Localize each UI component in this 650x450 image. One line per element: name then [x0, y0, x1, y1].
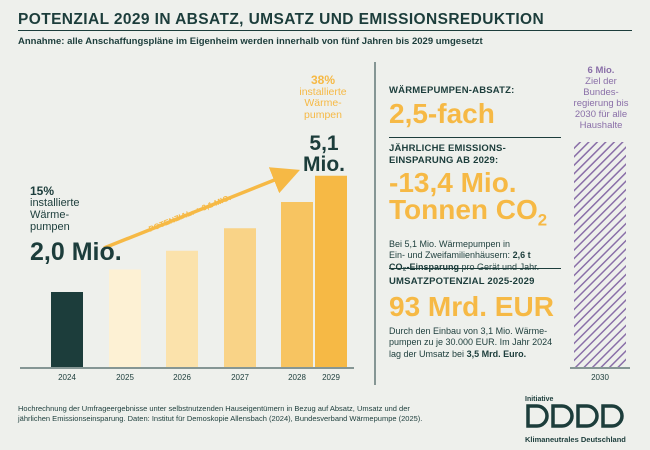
bar-2029 [315, 175, 347, 367]
x-tick-label: 2030 [591, 373, 609, 382]
umsatz-body-1: Durch den Einbau von 3,1 Mio. Wärme- [389, 325, 548, 336]
footnote-line-2: jährlichen Emissionseinsparung. Daten: I… [18, 413, 423, 423]
emission-value-sub: 2 [537, 210, 548, 230]
logo-mark-icon [526, 404, 624, 428]
page-title: POTENZIAL 2029 IN ABSATZ, UMSATZ UND EMI… [18, 11, 545, 28]
end-annotation: 38% installierte Wärme-pumpen [293, 73, 353, 121]
emission-body-2-row: Ein- und Zweifamilienhäusern: 2,6 t [389, 250, 564, 262]
umsatz-value: 93 Mrd. EUR [389, 290, 554, 322]
absatz-heading: WÄRMEPUMPEN-ABSATZ: [389, 85, 515, 96]
bar-2028 [281, 202, 313, 367]
x-tick-label: 2027 [231, 373, 249, 382]
start-label: installierte Wärme-pumpen [30, 197, 80, 233]
logo-top-text: Initiative [525, 396, 554, 403]
bar-2030 [574, 142, 626, 367]
end-label: installierte Wärme-pumpen [299, 85, 347, 121]
emission-heading-2: EINSPARUNG AB 2029: [389, 154, 499, 166]
emission-value-2-text: Tonnen CO [389, 194, 538, 225]
start-value: 2,0 Mio. [30, 238, 122, 266]
start-pct: 15% [30, 184, 55, 198]
emission-body-3-row: CO₂-Einsparung pro Gerät und Jahr. [389, 262, 564, 274]
bar-2026 [166, 250, 198, 367]
umsatz-body-3: lag der Umsatz bei [389, 348, 465, 359]
footnote: Hochrechnung der Umfrageergebnisse unter… [18, 404, 438, 423]
x-tick-label: 2028 [288, 373, 306, 382]
goal-value: 6 Mio. [587, 65, 615, 76]
page-subtitle: Annahme: alle Anschaffungspläne im Eigen… [18, 36, 483, 47]
title-rule [18, 30, 632, 31]
emission-body-1: Bei 5,1 Mio. Wärmepumpen in [389, 238, 511, 249]
umsatz-body-bold: 3,5 Mrd. Euro. [466, 348, 527, 359]
umsatz-body: Durch den Einbau von 3,1 Mio. Wärme- pum… [389, 326, 564, 361]
emission-heading-1: JÄHRLICHE EMISSIONS- [389, 143, 506, 154]
emission-value-2: Tonnen CO2 [389, 196, 564, 234]
umsatz-body-3-row: lag der Umsatz bei 3,5 Mrd. Euro. [389, 349, 564, 361]
logo: Initiative Klimaneutrales Deutschland [525, 396, 635, 444]
end-value: 5,1 Mio. [303, 132, 345, 176]
absatz-panel: WÄRMEPUMPEN-ABSATZ: 2,5-fach [389, 85, 564, 127]
emission-value-1: -13,4 Mio. [389, 167, 517, 198]
end-pct: 38% [310, 73, 336, 87]
emission-body-end: pro Gerät und Jahr. [461, 261, 540, 272]
footnote-line-1: Hochrechnung der Umfrageergebnisse unter… [18, 404, 410, 413]
x-tick-label: 2025 [116, 373, 134, 382]
logo-bottom-text: Klimaneutrales Deutschland [525, 435, 626, 444]
bar-2024 [51, 292, 83, 367]
x-tick-label: 2026 [173, 373, 191, 382]
emission-body-bold: 2,6 t [512, 250, 531, 261]
x-tick-label: 2024 [58, 373, 76, 382]
start-annotation: 15% installierte Wärme-pumpen [30, 185, 100, 233]
bar-2025 [109, 269, 141, 367]
emission-body-bold2: CO₂-Einsparung [389, 261, 460, 272]
panel-separator [389, 137, 561, 138]
potential-arrow [103, 167, 301, 250]
absatz-value: 2,5-fach [389, 97, 495, 129]
emission-panel: JÄHRLICHE EMISSIONS- EINSPARUNG AB 2029:… [389, 143, 564, 273]
emission-body-2: Ein- und Zweifamilienhäusern: [389, 250, 511, 261]
emission-body: Bei 5,1 Mio. Wärmepumpen in Ein- und Zwe… [389, 239, 564, 274]
x-tick-label: 2029 [322, 373, 340, 382]
bar-2027 [224, 228, 256, 367]
umsatz-heading: UMSATZPOTENZIAL 2025-2029 [389, 276, 535, 287]
panel-separator [389, 268, 561, 269]
umsatz-body-2: pumpen zu je 30.000 EUR. Im Jahr 2024 [389, 337, 553, 347]
goal-annotation: 6 Mio. Ziel der Bundes-regierung bis 203… [571, 65, 631, 131]
goal-label: Ziel der Bundes-regierung bis 2030 für a… [573, 76, 629, 131]
potential-arrow-label: POTENZIAL: + 3,1 MIO. [147, 193, 232, 234]
umsatz-panel: UMSATZPOTENZIAL 2025-2029 93 Mrd. EUR Du… [389, 276, 564, 360]
